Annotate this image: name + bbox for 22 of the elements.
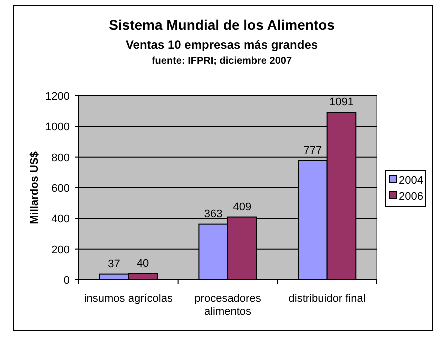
x-tick-label: insumos agrícolas [84,293,174,305]
data-label: 777 [304,144,322,157]
y-tick-label: 1200 [46,91,70,103]
x-tick-label: procesadores alimentos [194,293,262,318]
legend-label: 2004 [399,175,424,187]
y-axis-title: Millardos US$ [29,152,41,224]
source-note: fuente: IFPRI; diciembre 2007 [152,56,292,67]
y-tick-label: 600 [52,183,70,195]
y-tick-label: 0 [64,275,70,287]
data-label: 37 [108,258,120,270]
chart-subtitle: Ventas 10 empresas más grandes [126,38,318,52]
data-label: 409 [233,201,252,214]
data-label: 40 [136,258,150,270]
y-tick-label: 200 [52,244,70,256]
y-tick-label: 800 [52,152,70,164]
data-label: 363 [204,208,223,220]
x-tick-label: distribuidor final [288,293,366,305]
y-tick-label: 1000 [46,122,70,134]
legend-label: 2006 [399,191,424,203]
y-tick-label: 400 [52,214,70,226]
data-label: 1091 [329,96,354,109]
chart-title: Sistema Mundial de los Alimentos [109,17,336,33]
